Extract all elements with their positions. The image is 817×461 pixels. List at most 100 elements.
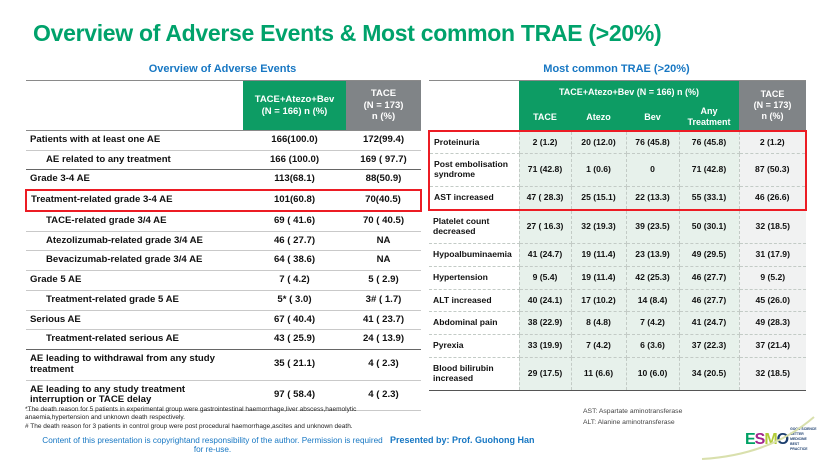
empty-header-cell — [26, 80, 243, 131]
cell-value: 2 (1.2) — [738, 129, 807, 155]
cell-value: 46 (26.6) — [738, 186, 807, 212]
cell-value-control: 41 ( 23.7) — [346, 310, 421, 331]
cell-value: 2 (1.2) — [518, 129, 572, 155]
cell-value: 10 (6.0) — [625, 357, 680, 391]
table-row: Proteinuria 2 (1.2) 20 (12.0) 76 (45.8) 76 (… — [428, 129, 807, 155]
row-label: Patients with at least one AE — [26, 130, 243, 151]
subheader-row: TACE Atezo Bev Any Treatment — [429, 104, 806, 131]
cell-value: 46 (27.7) — [678, 265, 740, 290]
row-label: Proteinuria — [428, 129, 520, 155]
cell-value: 25 (15.1) — [570, 186, 627, 212]
cell-value: 7 (4.2) — [570, 334, 627, 359]
cell-value: 45 (26.0) — [738, 288, 806, 313]
cell-value-control: NA — [346, 231, 421, 252]
cell-value-control: 172(99.4) — [346, 130, 421, 151]
cell-value-experimental: 7 ( 4.2) — [243, 270, 346, 291]
cell-value: 14 (8.4) — [625, 288, 680, 313]
header-row: TACE+Atezo+Bev (N = 166) n (%) TACE (N =… — [26, 80, 421, 131]
cell-value-experimental: 35 ( 21.1) — [243, 349, 346, 381]
cell-value-experimental: 5* ( 3.0) — [243, 290, 346, 311]
cell-value-control: NA — [346, 250, 421, 272]
header-row: TACE+Atezo+Bev (N = 166) n (%) TACE (N =… — [429, 80, 806, 131]
right-table-body: Proteinuria 2 (1.2) 20 (12.0) 76 (45.8) 76 (… — [428, 129, 807, 391]
cell-value: 6 (3.6) — [625, 334, 680, 359]
cell-value: 50 (30.1) — [678, 209, 740, 244]
table-row: AE leading to withdrawal from any study … — [26, 349, 421, 381]
cell-value-control: 3# ( 1.7) — [346, 290, 421, 311]
table-row: Treatment-related serious AE 43 ( 25.9) 24… — [26, 329, 421, 351]
row-label: Pyrexia — [429, 334, 520, 359]
presented-by-text: Presented by: Prof. Guohong Han — [390, 435, 535, 445]
cell-value: 23 (13.9) — [625, 242, 680, 267]
cell-value: 46 (27.7) — [678, 288, 740, 313]
cell-value: 27 ( 16.3) — [518, 209, 572, 244]
cell-value: 8 (4.8) — [570, 311, 627, 336]
row-label: Serious AE — [26, 310, 243, 331]
cell-value-experimental: 43 ( 25.9) — [243, 329, 346, 351]
table-row: AST increased 47 ( 28.3) 25 (15.1) 22 (13.3… — [428, 186, 807, 212]
table-row: Serious AE 67 ( 40.4) 41 ( 23.7) — [26, 310, 421, 331]
cell-value-experimental: 46 ( 27.7) — [243, 231, 346, 252]
row-label: Abdominal pain — [429, 311, 520, 336]
cell-value: 41 (24.7) — [678, 311, 740, 336]
row-label: AE leading to withdrawal from any study … — [26, 349, 243, 381]
cell-value: 32 (18.5) — [738, 357, 806, 391]
cell-value-experimental: 64 ( 38.6) — [243, 250, 346, 272]
table-row: Pyrexia 33 (19.9) 7 (4.2) 6 (3.6) 37 (22.3) 3… — [429, 334, 806, 359]
left-table-title: Overview of Adverse Events — [148, 63, 297, 75]
row-label: Treatment-related grade 5 AE — [26, 290, 243, 311]
row-label: Grade 3-4 AE — [26, 169, 243, 191]
logo-tagline-line: BETTER MEDICINE — [790, 432, 807, 442]
column-header-control: TACE (N = 173) n (%) — [346, 80, 421, 131]
cell-value: 41 (24.7) — [518, 242, 572, 267]
logo-letter: M — [764, 430, 777, 448]
row-label: Treatment-related serious AE — [26, 329, 243, 351]
left-footnotes: *The death reason for 5 patients in expe… — [25, 406, 410, 431]
cell-value: 32 (18.5) — [738, 209, 806, 244]
esmo-logo: ESMO GOOD SCIENCE BETTER MEDICINE BEST PRA… — [745, 427, 817, 453]
cell-value: 71 (42.8) — [518, 153, 572, 188]
cell-value-experimental: 69 ( 41.6) — [243, 210, 346, 232]
table-row: Blood bilirubin increased 29 (17.5) 11 (6.… — [429, 357, 806, 391]
subheader-tace: TACE — [519, 104, 571, 131]
column-header-control: TACE (N = 173) n (%) — [739, 80, 806, 131]
cell-value: 29 (17.5) — [518, 357, 572, 391]
cell-value-experimental: 166(100.0) — [243, 130, 346, 151]
cell-value: 20 (12.0) — [570, 129, 627, 155]
cell-value: 47 ( 28.3) — [518, 186, 572, 212]
row-label: Post embolisation syndrome — [428, 153, 520, 188]
cell-value: 34 (20.5) — [678, 357, 740, 391]
cell-value-experimental: 113(68.1) — [243, 169, 346, 191]
left-table-body: Patients with at least one AE 166(100.0) 1… — [25, 130, 422, 412]
cell-value: 39 (23.5) — [625, 209, 680, 244]
cell-value-control: 169 ( 97.7) — [346, 150, 421, 171]
table-row: Grade 5 AE 7 ( 4.2) 5 ( 2.9) — [26, 270, 421, 291]
cell-value: 71 (42.8) — [678, 153, 740, 188]
row-label: Platelet count decreased — [429, 209, 520, 244]
cell-value-control: 4 ( 2.3) — [346, 349, 421, 381]
cell-value: 19 (11.4) — [570, 242, 627, 267]
cell-value-experimental: 97 ( 58.4) — [243, 380, 346, 412]
table-row: Platelet count decreased 27 ( 16.3) 32 (19… — [429, 209, 806, 244]
table-row: Hypertension 9 (5.4) 19 (11.4) 42 (25.3) 46 … — [429, 265, 806, 290]
row-label: Atezolizumab-related grade 3/4 AE — [26, 231, 243, 252]
row-label: Bevacizumab-related grade 3/4 AE — [26, 250, 243, 272]
adverse-events-section: Overview of Adverse Events TACE+Atezo+Be… — [25, 63, 422, 412]
cell-value: 9 (5.4) — [518, 265, 572, 290]
table-row: Hypoalbuminaemia 41 (24.7) 19 (11.4) 23 (13… — [429, 242, 806, 267]
page-title: Overview of Adverse Events & Most common… — [33, 20, 662, 46]
trae-table: TACE+Atezo+Bev (N = 166) n (%) TACE (N =… — [428, 80, 807, 391]
table-row: AE leading to any study treatment interr… — [26, 380, 421, 412]
row-label: Grade 5 AE — [26, 270, 243, 291]
column-header-experimental: TACE+Atezo+Bev (N = 166) n (%) — [243, 80, 346, 131]
table-row: Patients with at least one AE 166(100.0) 1… — [26, 130, 421, 151]
cell-value: 76 (45.8) — [678, 129, 740, 155]
cell-value-control: 5 ( 2.9) — [346, 270, 421, 291]
right-table-title: Most common TRAE (>20%) — [543, 63, 690, 75]
cell-value: 76 (45.8) — [625, 129, 680, 155]
table-row: Treatment-related grade 3-4 AE 101(60.8) 7… — [25, 189, 422, 212]
esmo-logo-tagline: GOOD SCIENCE BETTER MEDICINE BEST PRACTICE — [790, 427, 817, 453]
table-row: Bevacizumab-related grade 3/4 AE 64 ( 38.… — [26, 250, 421, 272]
logo-letter: S — [754, 430, 766, 448]
